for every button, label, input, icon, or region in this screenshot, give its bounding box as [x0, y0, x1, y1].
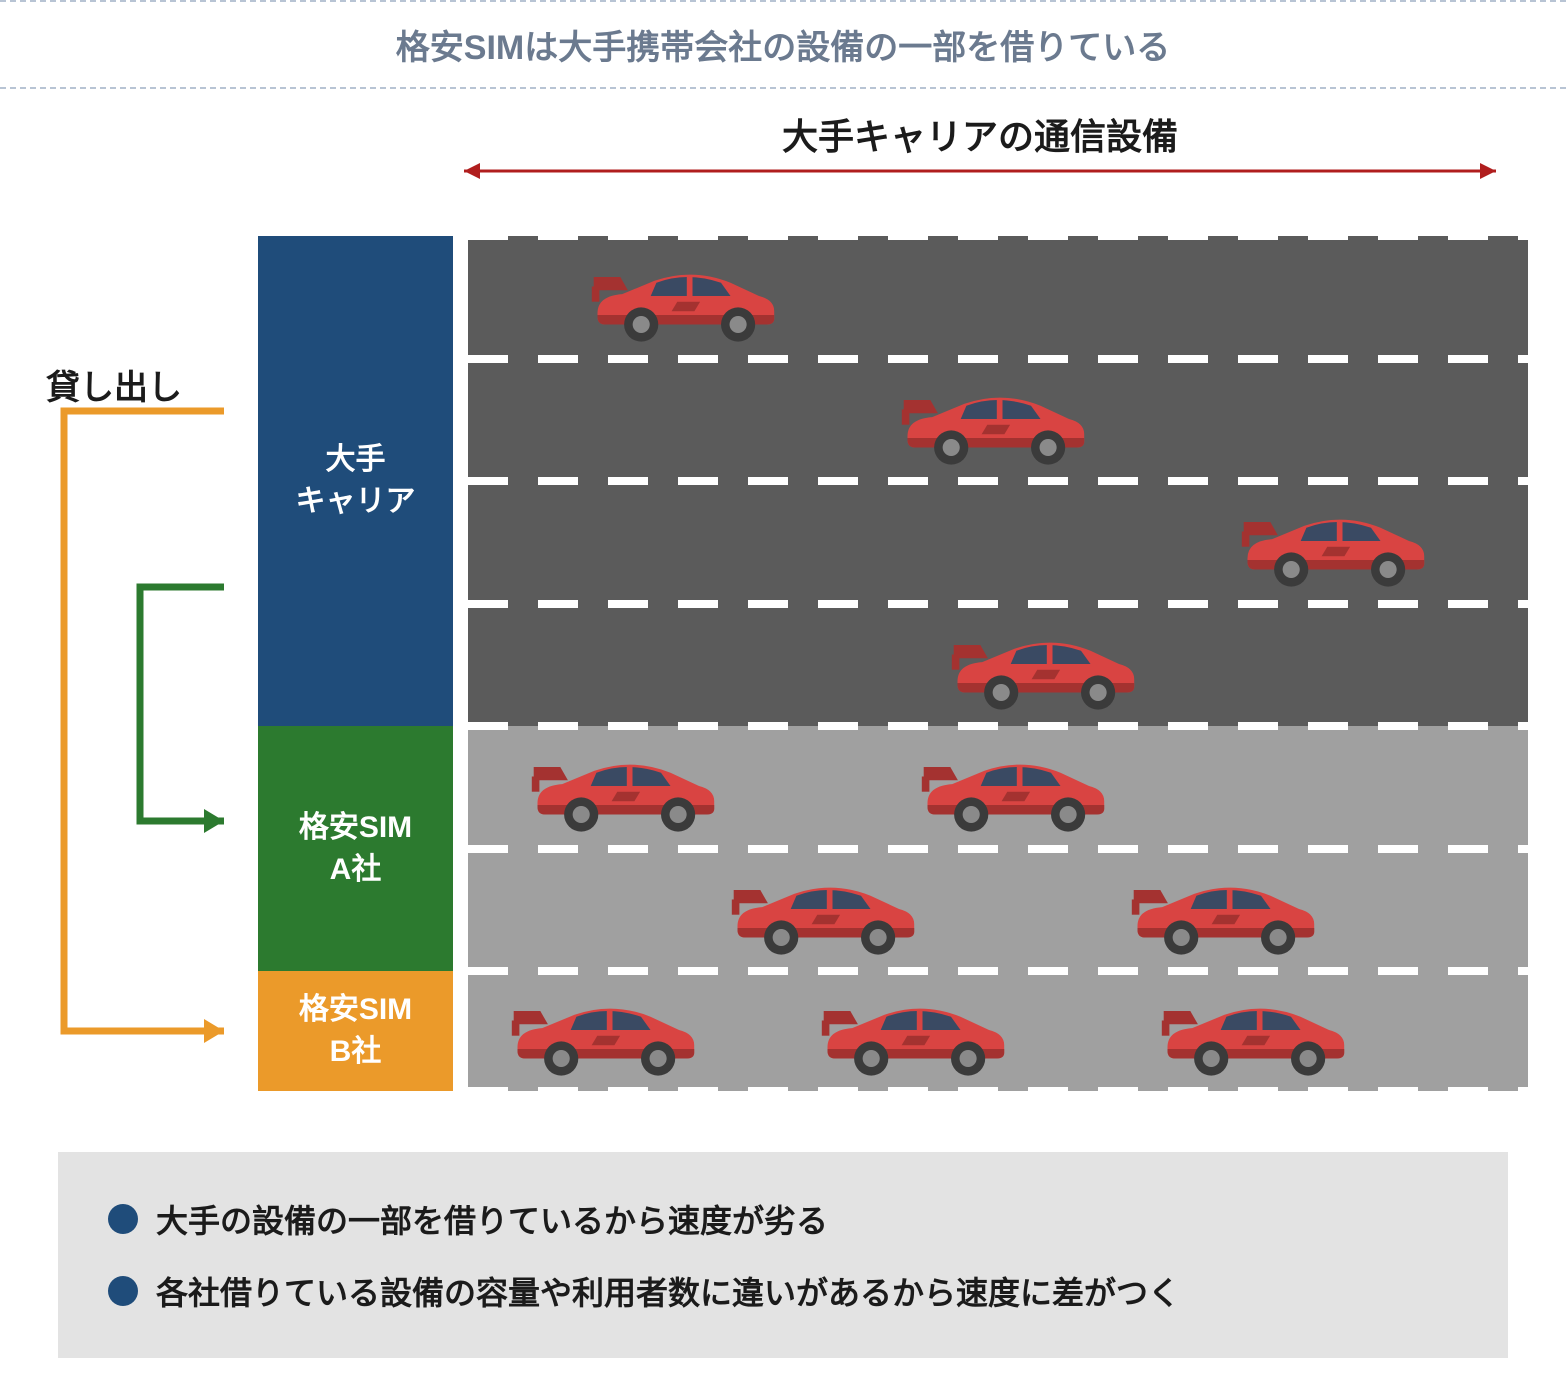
- company-column: 大手 キャリア 格安SIM A社 格安SIM B社: [258, 236, 453, 1091]
- car-icon: [818, 992, 1008, 1078]
- car-icon: [948, 626, 1138, 712]
- car: [898, 381, 1088, 472]
- car-icon: [728, 871, 918, 957]
- car: [1158, 992, 1348, 1083]
- car: [1238, 503, 1428, 594]
- company-block-simA: 格安SIM A社: [258, 726, 453, 971]
- car-icon: [588, 258, 778, 344]
- car-icon: [898, 381, 1088, 467]
- car: [818, 992, 1008, 1083]
- car: [528, 748, 718, 839]
- car: [728, 871, 918, 962]
- lane-line: [468, 1087, 1528, 1091]
- company-simB-line2: B社: [330, 1031, 382, 1073]
- car-icon: [508, 992, 698, 1078]
- company-block-carrier: 大手 キャリア: [258, 236, 453, 726]
- car: [948, 626, 1138, 717]
- road-width-label: 大手キャリアの通信設備: [782, 117, 1178, 157]
- car: [918, 748, 1108, 839]
- company-block-simB: 格安SIM B社: [258, 971, 453, 1091]
- lend-arrows: [48, 387, 268, 1087]
- company-simA-line2: A社: [330, 849, 382, 891]
- lane-line: [468, 236, 1528, 240]
- lane-line: [468, 971, 1528, 975]
- car-icon: [1158, 992, 1348, 1078]
- bullet-text: 大手の設備の一部を借りているから速度が劣る: [156, 1196, 828, 1242]
- road-width-label-row: 大手キャリアの通信設備: [450, 117, 1510, 192]
- company-carrier-line1: 大手: [326, 439, 386, 481]
- car-icon: [918, 748, 1108, 834]
- bullet-dot-icon: [108, 1204, 138, 1234]
- company-simB-line1: 格安SIM: [299, 989, 412, 1031]
- bracket-arrow-icon: [464, 163, 1496, 179]
- road-section-simB: [468, 971, 1528, 1091]
- road-section-simA: [468, 726, 1528, 971]
- lend-arrow-simB: [64, 411, 224, 1043]
- car: [588, 258, 778, 349]
- car: [508, 992, 698, 1083]
- lane-line: [468, 845, 1528, 853]
- car-icon: [1238, 503, 1428, 589]
- road-section-carrier: [468, 236, 1528, 726]
- road-area: [468, 236, 1528, 1091]
- company-carrier-line2: キャリア: [296, 481, 416, 523]
- bullet-text: 各社借りている設備の容量や利用者数に違いがあるから速度に差がつく: [156, 1268, 1180, 1314]
- car-icon: [1128, 871, 1318, 957]
- company-simA-line1: 格安SIM: [299, 807, 412, 849]
- bullet-row: 大手の設備の一部を借りているから速度が劣る: [108, 1196, 1458, 1242]
- lane-line: [468, 477, 1528, 485]
- car: [1128, 871, 1318, 962]
- page-title: 格安SIMは大手携帯会社の設備の一部を借りている: [0, 20, 1566, 69]
- bullet-dot-icon: [108, 1276, 138, 1306]
- car-icon: [528, 748, 718, 834]
- title-band: 格安SIMは大手携帯会社の設備の一部を借りている: [0, 0, 1566, 89]
- bullet-row: 各社借りている設備の容量や利用者数に違いがあるから速度に差がつく: [108, 1268, 1458, 1314]
- summary-bullets: 大手の設備の一部を借りているから速度が劣る 各社借りている設備の容量や利用者数に…: [58, 1152, 1508, 1358]
- lane-line: [468, 355, 1528, 363]
- lane-line: [468, 726, 1528, 730]
- lane-line: [468, 600, 1528, 608]
- main-diagram: 貸し出し 大手 キャリア 格安SIM A社 格安SIM B社: [18, 192, 1548, 1112]
- lend-arrow-simA: [140, 587, 224, 833]
- road-width-bracket: 大手キャリアの通信設備: [450, 117, 1510, 187]
